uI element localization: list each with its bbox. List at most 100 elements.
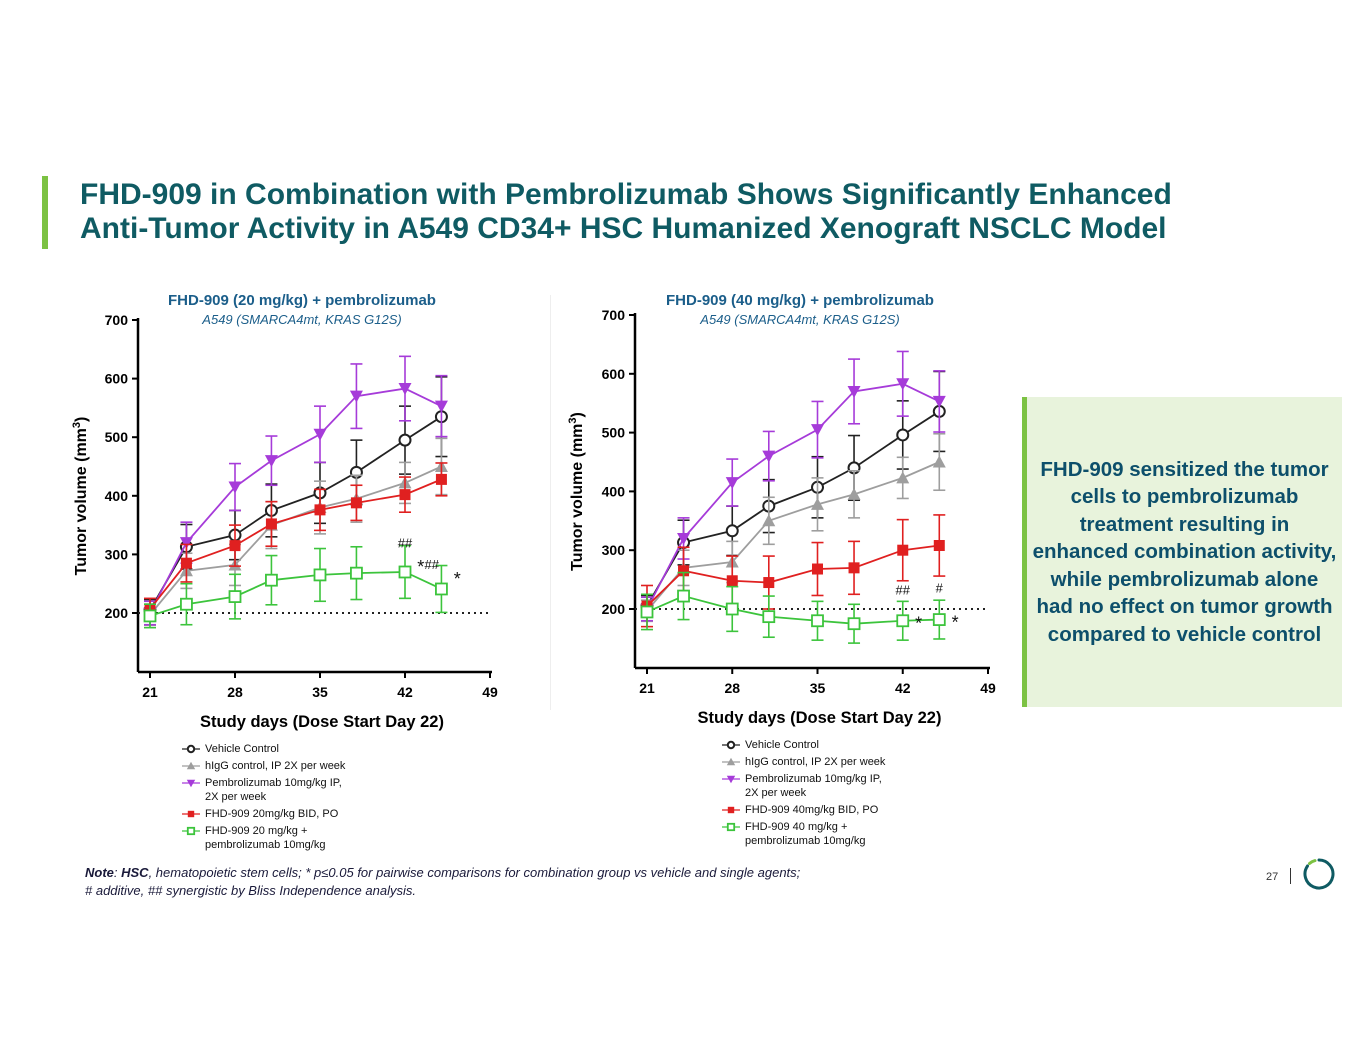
company-logo-icon <box>1303 858 1335 890</box>
chart1-legend-label: FHD-909 20 mg/kg + pembrolizumab 10mg/kg <box>205 824 325 852</box>
chart1-data-point <box>228 590 242 603</box>
chart2-series-line <box>646 595 940 625</box>
chart1-data-point <box>314 504 326 516</box>
chart2-legend-label: FHD-909 40mg/kg BID, PO <box>745 803 878 817</box>
chart2-data-point <box>897 544 909 556</box>
chart1-significance-annotation: * <box>417 557 424 577</box>
chart1-data-point <box>313 568 327 582</box>
chart1-data-point <box>228 481 242 494</box>
chart2-series-vehicle <box>640 370 946 618</box>
chart1-data-point <box>398 565 412 579</box>
chart2-data-point <box>896 471 910 484</box>
chart1-title: FHD-909 (20 mg/kg) + pembrolizumab <box>168 292 436 309</box>
chart1-data-point <box>349 390 363 403</box>
chart2-data-point <box>811 424 824 437</box>
page-number-separator <box>1290 868 1291 884</box>
chart1-legend-label-line: pembrolizumab 10mg/kg <box>205 839 326 851</box>
chart1-legend-label: Vehicle Control <box>205 742 279 756</box>
chart2-y-tick-label: 600 <box>602 366 626 382</box>
chart1-data-point <box>313 428 327 441</box>
footnote: Note: HSC, hematopoietic stem cells; * p… <box>85 864 800 900</box>
chart2-y-tick-label: 300 <box>602 542 626 558</box>
chart1-data-point <box>229 540 241 552</box>
chart1-data-point <box>143 609 157 623</box>
chart2-legend-item-fhd: FHD-909 40mg/kg BID, PO <box>720 803 885 817</box>
chart2-y-axis-label-sup: 3 <box>567 417 579 423</box>
chart2-legend-symbol <box>727 806 735 814</box>
chart2-legend-symbol <box>726 740 736 750</box>
chart1-series-line <box>149 415 442 611</box>
chart1-significance-annotation: ## <box>398 535 413 550</box>
chart2-data-point <box>678 565 690 577</box>
chart2-series-pembro <box>640 350 946 622</box>
chart1-series-line <box>149 387 442 614</box>
chart1-x-tick-label: 35 <box>312 684 328 700</box>
callout-text: FHD-909 sensitized the tumor cells to pe… <box>1032 457 1337 646</box>
chart1-legend-marker-pembro <box>182 779 200 788</box>
chart2-series-line <box>646 461 940 612</box>
chart2-x-tick-label: 49 <box>980 680 996 696</box>
chart1-legend-symbol <box>186 744 196 754</box>
chart2-legend-item-higg: hIgG control, IP 2X per week <box>720 755 885 769</box>
chart2-legend-label-line: FHD-909 40 mg/kg + <box>745 821 848 833</box>
chart2-y-tick-label: 700 <box>602 307 626 323</box>
chart2-legend-marker-combo <box>722 822 740 832</box>
chart2-legend-symbol <box>726 757 736 766</box>
page-title: FHD-909 in Combination with Pembrolizuma… <box>80 178 1280 246</box>
chart2-data-point <box>725 524 739 538</box>
title-accent-bar <box>42 176 48 249</box>
chart1-x-axis-label: Study days (Dose Start Day 22) <box>200 713 444 731</box>
chart1-data-point <box>265 573 278 587</box>
chart2-legend-marker-vehicle <box>722 740 740 750</box>
chart1-legend-symbol <box>187 810 195 818</box>
footnote-label: Note <box>85 865 114 880</box>
chart1-significance-annotation: * <box>454 569 461 589</box>
chart1-data-point <box>350 497 362 509</box>
page-number: 27 <box>1266 871 1279 883</box>
chart1-data-point <box>435 582 448 596</box>
chart1-legend: Vehicle Control hIgG control, IP 2X per w… <box>180 742 345 855</box>
chart2-legend-label: hIgG control, IP 2X per week <box>745 755 885 769</box>
chart1-legend-symbol <box>186 761 196 770</box>
chart2-x-axis-label: Study days (Dose Start Day 22) <box>698 709 942 727</box>
chart1-legend-label-line: 2X per week <box>205 791 267 803</box>
chart1-data-point <box>180 557 192 569</box>
chart2-y-axis-label-main: Tumor volume (mm <box>569 424 586 571</box>
chart2-data-point <box>677 589 690 603</box>
chart2-data-point <box>896 614 910 628</box>
chart1-x-tick-label: 21 <box>142 684 158 700</box>
chart1-legend-label-line: FHD-909 20 mg/kg + <box>205 825 308 837</box>
chart2-data-point <box>763 577 775 589</box>
chart2-x-tick-label: 35 <box>810 680 826 696</box>
chart2-legend-label: Pembrolizumab 10mg/kg IP, 2X per week <box>745 772 882 800</box>
chart1-legend-label-line: Pembrolizumab 10mg/kg IP, <box>205 777 342 789</box>
chart2-data-point <box>762 514 776 527</box>
chart1-y-axis-label: Tumor volume (mm3) <box>71 417 90 576</box>
chart2-data-point <box>762 450 776 463</box>
chart1-data-point <box>398 383 412 396</box>
chart1-data-point <box>180 597 193 611</box>
chart2-legend-marker-pembro <box>722 775 740 784</box>
chart2-significance-annotation: * <box>952 612 959 632</box>
chart1-data-point <box>399 489 411 501</box>
chart1-significance-annotation: ## <box>424 557 439 572</box>
chart1-series-line <box>149 478 442 610</box>
chart1-legend-label-line: FHD-909 20mg/kg BID, PO <box>205 808 339 820</box>
chart2-legend-label: Vehicle Control <box>745 738 819 752</box>
chart2-y-tick-label: 400 <box>602 483 626 499</box>
chart1-series-line <box>149 571 442 617</box>
chart1-data-point <box>350 566 363 580</box>
chart1-x-tick-label: 49 <box>482 684 498 700</box>
chart1-y-tick-label: 300 <box>105 546 129 562</box>
chart2-data-point <box>932 395 946 408</box>
chart2-legend-label-line: Pembrolizumab 10mg/kg IP, <box>745 773 882 785</box>
chart2-y-tick-label: 500 <box>602 425 626 441</box>
chart1-data-point <box>179 537 193 550</box>
chart2-x-tick-label: 21 <box>639 680 655 696</box>
chart1-y-tick-label: 700 <box>105 312 129 328</box>
chart1-x-tick-label: 28 <box>227 684 243 700</box>
chart1-legend-item-pembro: Pembrolizumab 10mg/kg IP, 2X per week <box>180 776 345 804</box>
chart2-data-point <box>762 610 776 624</box>
chart2-data-point <box>847 385 861 398</box>
